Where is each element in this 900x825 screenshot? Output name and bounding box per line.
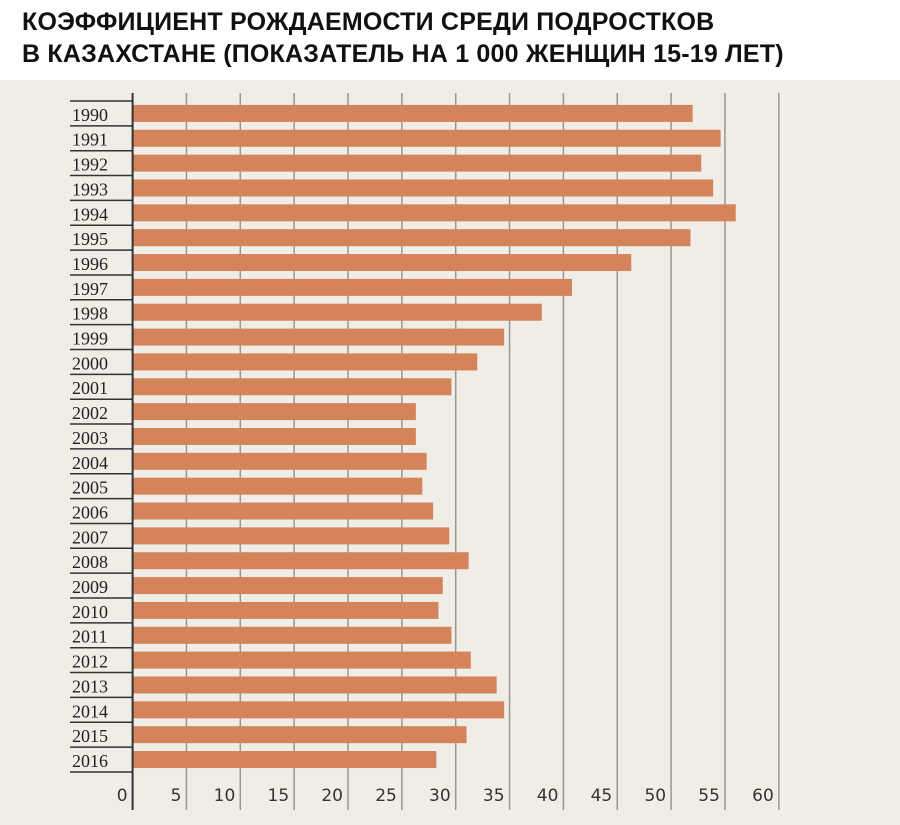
- year-label: 2010: [72, 602, 108, 622]
- year-label: 2007: [72, 527, 108, 547]
- bar-1995: [132, 229, 691, 247]
- year-label: 1991: [72, 130, 108, 150]
- bar-2011: [132, 626, 452, 644]
- bar-1996: [132, 254, 632, 272]
- x-tick-label: 5: [171, 786, 182, 806]
- x-tick-label: 10: [214, 786, 236, 806]
- bar-2002: [132, 403, 416, 421]
- bar-1998: [132, 303, 542, 321]
- bar-2012: [132, 651, 471, 669]
- bar-1997: [132, 278, 573, 296]
- bar-1994: [132, 204, 736, 222]
- year-label: 1990: [72, 105, 108, 125]
- chart-title-line-1: КОЭФФИЦИЕНТ РОЖДАЕМОСТИ СРЕДИ ПОДРОСТКОВ: [22, 8, 715, 36]
- year-label: 2008: [72, 552, 108, 572]
- bar-2010: [132, 601, 439, 619]
- bar-1993: [132, 179, 714, 197]
- bar-1990: [132, 104, 693, 122]
- year-label: 2011: [72, 627, 107, 647]
- year-label: 1992: [72, 155, 108, 175]
- year-label: 2003: [72, 428, 108, 448]
- x-tick-label: 20: [321, 786, 343, 806]
- year-label: 2001: [72, 378, 108, 398]
- bar-2004: [132, 452, 427, 470]
- bar-2006: [132, 502, 434, 520]
- x-tick-label: 0: [117, 786, 128, 806]
- year-label: 2002: [72, 403, 108, 423]
- bar-2003: [132, 427, 416, 445]
- year-label: 1997: [72, 279, 108, 299]
- year-label: 1996: [72, 254, 108, 274]
- x-tick-label: 30: [429, 786, 451, 806]
- year-label: 2013: [72, 676, 108, 696]
- year-label: 2004: [72, 453, 108, 473]
- chart-title: КОЭФФИЦИЕНТ РОЖДАЕМОСТИ СРЕДИ ПОДРОСТКОВ…: [22, 6, 892, 70]
- x-tick-label: 55: [698, 786, 720, 806]
- year-label: 2000: [72, 353, 108, 373]
- bar-1991: [132, 129, 721, 147]
- x-tick-label: 45: [591, 786, 613, 806]
- bar-1999: [132, 328, 505, 346]
- bar-2013: [132, 676, 497, 694]
- year-label: 2014: [72, 701, 108, 721]
- year-label: 2015: [72, 726, 108, 746]
- bar-2008: [132, 552, 469, 570]
- x-tick-label: 15: [268, 786, 290, 806]
- bar-1992: [132, 154, 702, 172]
- bar-2001: [132, 378, 452, 396]
- year-label: 1998: [72, 304, 108, 324]
- year-label: 2006: [72, 502, 108, 522]
- year-label: 1999: [72, 329, 108, 349]
- chart-title-line-2: В КАЗАХСТАНЕ (ПОКАЗАТЕЛЬ НА 1 000 ЖЕНЩИН…: [22, 40, 784, 68]
- x-tick-label: 40: [537, 786, 559, 806]
- bar-2009: [132, 577, 443, 595]
- bar-2005: [132, 477, 423, 495]
- x-tick-label: 60: [752, 786, 774, 806]
- year-label: 2009: [72, 577, 108, 597]
- year-label: 2016: [72, 751, 108, 771]
- x-tick-label: 50: [644, 786, 666, 806]
- bar-2000: [132, 353, 478, 371]
- year-label: 2005: [72, 478, 108, 498]
- bar-2014: [132, 701, 505, 719]
- year-label: 1994: [72, 204, 108, 224]
- year-label: 2012: [72, 652, 108, 672]
- year-label: 1995: [72, 229, 108, 249]
- year-label: 1993: [72, 179, 108, 199]
- bar-2016: [132, 751, 437, 769]
- x-tick-label: 35: [483, 786, 505, 806]
- x-tick-label: 25: [375, 786, 397, 806]
- bar-2007: [132, 527, 450, 545]
- bar-2015: [132, 726, 467, 744]
- plot-area: [0, 80, 900, 825]
